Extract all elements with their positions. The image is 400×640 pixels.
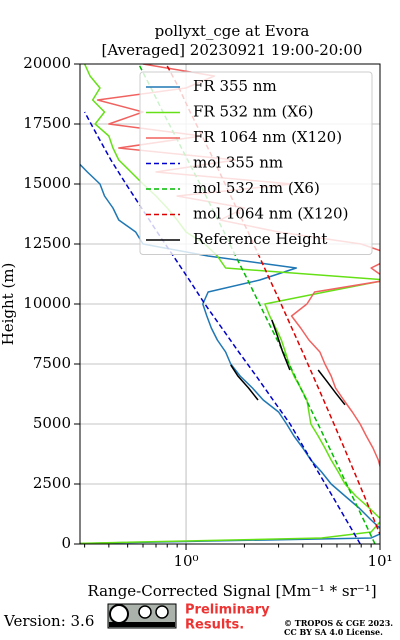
x-tick-label: 10⁰ bbox=[173, 552, 198, 570]
cc-circle bbox=[109, 604, 129, 624]
chart-subtitle: [Averaged] 20230921 19:00-20:00 bbox=[102, 41, 363, 59]
cc-logo bbox=[107, 603, 177, 629]
legend-label: mol 532 nm (X6) bbox=[193, 179, 320, 197]
legend-label: mol 1064 nm (X120) bbox=[193, 205, 348, 223]
y-tick-label: 0 bbox=[61, 534, 71, 552]
series-line bbox=[83, 111, 361, 544]
copyright: © TROPOS & CGE 2023. bbox=[284, 618, 393, 628]
legend-box bbox=[139, 71, 373, 255]
legend-label: Reference Height bbox=[193, 230, 327, 248]
legend-label: FR 355 nm bbox=[193, 77, 277, 95]
preliminary: Preliminary bbox=[185, 603, 270, 618]
y-tick-label: 2500 bbox=[33, 474, 71, 492]
axes: 0 2500 5000 7500 10000 12500 15000 17500 20000 10… bbox=[23, 54, 392, 570]
y-tick-label: 15000 bbox=[23, 174, 71, 192]
preliminary: Results. bbox=[185, 618, 244, 633]
y-tick-label: 20000 bbox=[23, 54, 71, 72]
legend-label: mol 355 nm bbox=[193, 154, 283, 172]
legend-label: FR 532 nm (X6) bbox=[193, 103, 313, 121]
series-line bbox=[230, 319, 346, 406]
sa-circle bbox=[155, 605, 169, 619]
x-tick-label: 10¹ bbox=[367, 552, 392, 570]
y-tick-label: 10000 bbox=[23, 294, 71, 312]
y-tick-label: 17500 bbox=[23, 114, 71, 132]
legend: FR 355 nm FR 532 nm (X6) FR 1064 nm (X120)… bbox=[139, 71, 373, 255]
y-tick-label: 12500 bbox=[23, 234, 71, 252]
y-tick-label: 7500 bbox=[33, 354, 71, 372]
cc-band bbox=[109, 622, 175, 627]
y-tick-label: 5000 bbox=[33, 414, 71, 432]
chart-title: pollyxt_cge at Evora bbox=[155, 22, 310, 40]
version: Version: 3.6 bbox=[3, 612, 94, 630]
legend-label: FR 1064 nm (X120) bbox=[193, 128, 342, 146]
x-axis-label: Range-Corrected Signal [Mm⁻¹ * sr⁻¹] bbox=[87, 582, 376, 600]
series-line bbox=[80, 64, 380, 544]
series-line bbox=[138, 64, 376, 544]
series-line bbox=[80, 163, 380, 544]
by-circle bbox=[138, 605, 152, 619]
y-axis-label: Height (m) bbox=[0, 263, 17, 346]
license: CC BY SA 4.0 License. bbox=[284, 627, 383, 637]
